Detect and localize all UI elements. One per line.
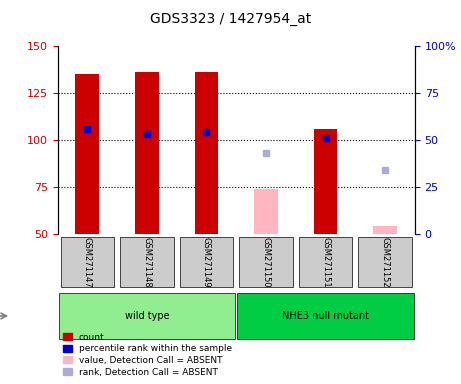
Text: GSM271149: GSM271149 [202, 237, 211, 287]
Bar [195, 72, 219, 234]
Bar [135, 72, 159, 234]
FancyBboxPatch shape [299, 237, 352, 287]
Text: GSM271148: GSM271148 [142, 237, 152, 287]
Text: GDS3323 / 1427954_at: GDS3323 / 1427954_at [150, 12, 311, 25]
Text: wild type: wild type [124, 311, 169, 321]
Legend: count, percentile rank within the sample, value, Detection Call = ABSENT, rank, : count, percentile rank within the sample… [60, 330, 235, 379]
FancyBboxPatch shape [180, 237, 233, 287]
FancyBboxPatch shape [239, 237, 293, 287]
Bar [76, 74, 99, 234]
Bar [313, 129, 337, 234]
FancyBboxPatch shape [358, 237, 412, 287]
FancyBboxPatch shape [59, 293, 235, 339]
Text: GSM271151: GSM271151 [321, 237, 330, 287]
Bar [373, 226, 397, 234]
Text: GSM271152: GSM271152 [381, 237, 390, 287]
FancyBboxPatch shape [120, 237, 174, 287]
Text: GSM271147: GSM271147 [83, 237, 92, 287]
Bar [254, 189, 278, 234]
Text: NHE3 null mutant: NHE3 null mutant [282, 311, 369, 321]
FancyBboxPatch shape [60, 237, 114, 287]
Text: GSM271150: GSM271150 [261, 237, 271, 287]
FancyBboxPatch shape [237, 293, 414, 339]
